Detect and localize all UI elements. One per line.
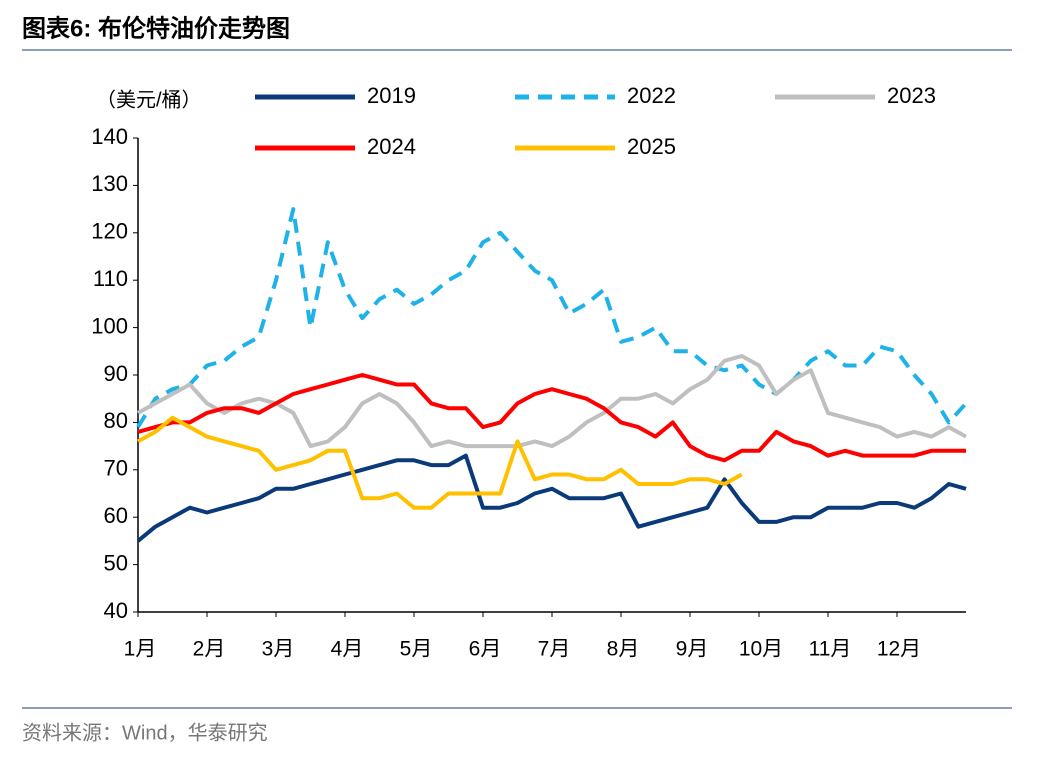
y-axis-label: （美元/桶） [96,88,202,111]
series-line [136,453,967,543]
y-tick-label: 70 [104,456,128,481]
y-tick-label: 140 [91,124,128,149]
y-tick-label: 80 [104,408,128,433]
series-line [137,415,743,510]
x-tick-label: 5月 [400,638,433,661]
x-tick-label: 10月 [739,638,783,661]
series-line [137,373,966,463]
legend-label: 2022 [627,83,676,108]
source-note: 资料来源：Wind，华泰研究 [22,721,268,744]
x-tick-label: 3月 [262,638,295,661]
y-tick-label: 110 [93,266,128,291]
x-tick-label: 9月 [676,638,709,661]
legend-label: 2024 [367,134,416,159]
x-tick-label: 1月 [124,638,157,661]
x-tick-label: 2月 [193,638,226,661]
legend-label: 2025 [627,134,676,159]
chart-title: 图表6: 布伦特油价走势图 [22,14,290,42]
y-tick-label: 100 [91,313,128,338]
x-tick-label: 4月 [331,638,364,661]
y-tick-label: 120 [91,219,128,244]
y-tick-label: 90 [104,361,128,386]
series-line [136,207,968,429]
x-tick-label: 6月 [469,638,502,661]
y-tick-label: 130 [91,171,128,196]
legend-label: 2023 [887,83,936,108]
series-line [137,354,967,449]
x-tick-label: 7月 [538,638,571,661]
legend-label: 2019 [367,83,416,108]
y-tick-label: 50 [104,550,128,575]
x-tick-label: 8月 [607,638,640,661]
x-tick-label: 12月 [877,638,921,661]
y-tick-label: 60 [104,503,128,528]
y-tick-label: 40 [104,598,128,623]
x-tick-label: 11月 [809,638,852,661]
